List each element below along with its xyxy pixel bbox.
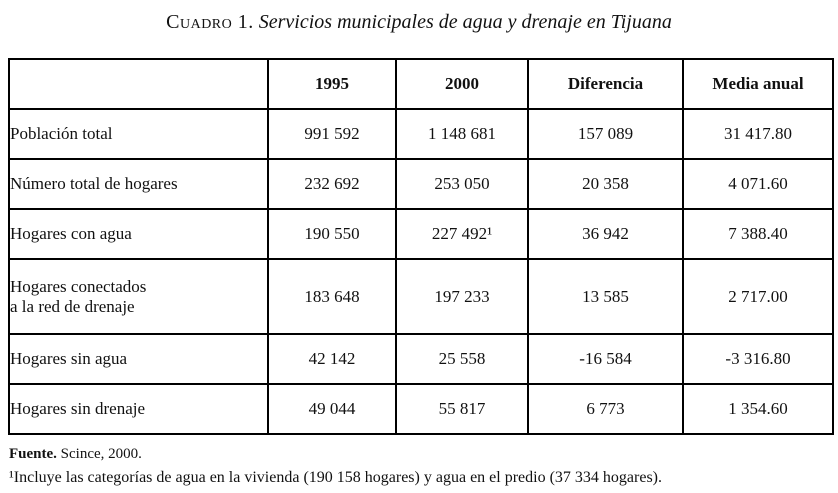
header-cell-1995: 1995 (267, 58, 397, 110)
cell-diferencia: 6 773 (527, 383, 684, 435)
row-label: Población total (8, 108, 269, 160)
cell-1995: 183 648 (267, 258, 397, 335)
header-cell-corner (8, 58, 269, 110)
source-label: Fuente. (9, 446, 57, 462)
cell-1995: 232 692 (267, 158, 397, 210)
table-row-poblacion-total: Población total 991 592 1 148 681 157 08… (8, 108, 834, 160)
cell-media-anual: -3 316.80 (682, 333, 834, 385)
source-note: Fuente. Scince, 2000. (9, 446, 838, 463)
table-row-numero-total-hogares: Número total de hogares 232 692 253 050 … (8, 158, 834, 210)
cell-1995: 991 592 (267, 108, 397, 160)
row-label: Hogares conectados a la red de drenaje (8, 258, 269, 335)
cell-2000: 253 050 (395, 158, 529, 210)
row-label: Número total de hogares (8, 158, 269, 210)
cell-media-anual: 2 717.00 (682, 258, 834, 335)
header-cell-media-anual: Media anual (682, 58, 834, 110)
cell-1995: 49 044 (267, 383, 397, 435)
cell-media-anual: 7 388.40 (682, 208, 834, 260)
cell-media-anual: 1 354.60 (682, 383, 834, 435)
source-text: Scince, 2000. (60, 446, 142, 462)
cell-diferencia: 36 942 (527, 208, 684, 260)
table-title-text: Servicios municipales de agua y drenaje … (258, 11, 672, 33)
cell-2000: 197 233 (395, 258, 529, 335)
table-row-hogares-conectados-drenaje: Hogares conectados a la red de drenaje 1… (8, 258, 834, 335)
table-row-hogares-sin-drenaje: Hogares sin drenaje 49 044 55 817 6 773 … (8, 383, 834, 435)
cell-diferencia: 157 089 (527, 108, 684, 160)
row-label: Hogares con agua (8, 208, 269, 260)
cell-diferencia: -16 584 (527, 333, 684, 385)
header-cell-diferencia: Diferencia (527, 58, 684, 110)
cell-media-anual: 4 071.60 (682, 158, 834, 210)
cell-diferencia: 20 358 (527, 158, 684, 210)
row-label: Hogares sin agua (8, 333, 269, 385)
cell-diferencia: 13 585 (527, 258, 684, 335)
table-row-hogares-sin-agua: Hogares sin agua 42 142 25 558 -16 584 -… (8, 333, 834, 385)
header-row: 1995 2000 Diferencia Media anual (8, 58, 834, 110)
cell-2000: 1 148 681 (395, 108, 529, 160)
footnote: ¹Incluye las categorías de agua en la vi… (9, 469, 662, 486)
table-row-hogares-con-agua: Hogares con agua 190 550 227 492¹ 36 942… (8, 208, 834, 260)
row-label: Hogares sin drenaje (8, 383, 269, 435)
cell-2000: 55 817 (395, 383, 529, 435)
cell-media-anual: 31 417.80 (682, 108, 834, 160)
cell-1995: 190 550 (267, 208, 397, 260)
header-cell-2000: 2000 (395, 58, 529, 110)
data-table: 1995 2000 Diferencia Media anual Poblaci… (8, 58, 834, 435)
table-title-number: Cuadro 1. (166, 11, 254, 33)
cell-2000: 227 492¹ (395, 208, 529, 260)
cell-2000: 25 558 (395, 333, 529, 385)
cell-1995: 42 142 (267, 333, 397, 385)
table-title: Cuadro 1. Servicios municipales de agua … (0, 0, 838, 58)
